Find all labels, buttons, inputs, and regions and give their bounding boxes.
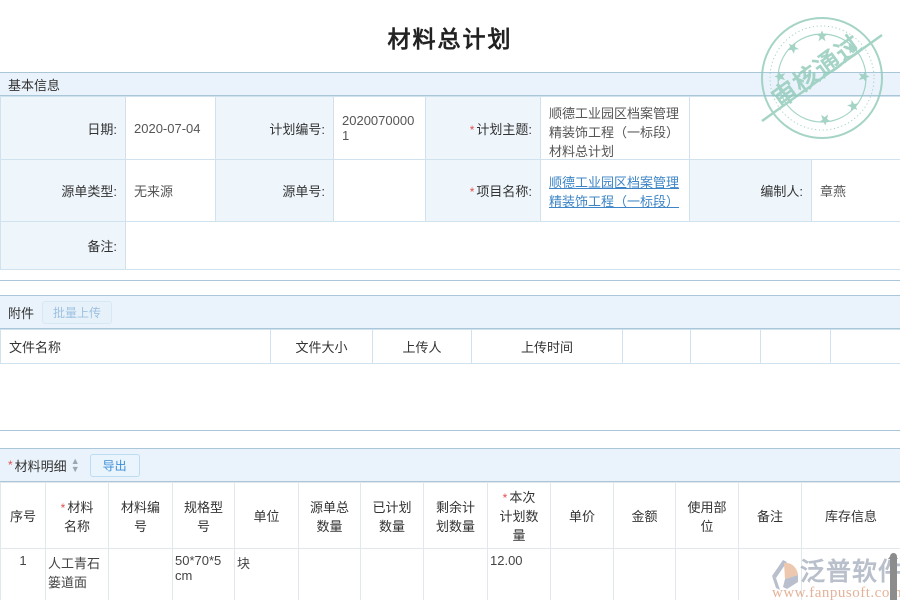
svg-text:审核通过: 审核通过	[766, 29, 867, 114]
